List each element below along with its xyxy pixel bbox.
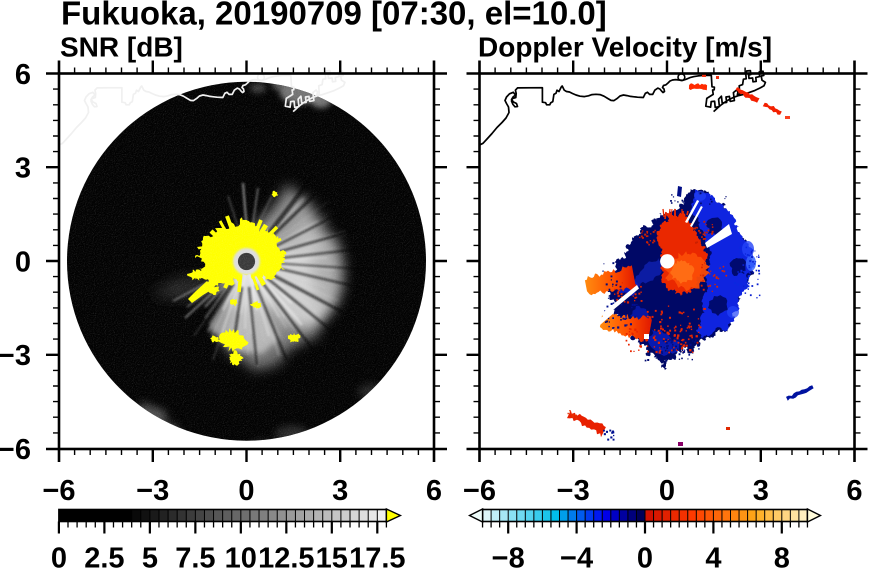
svg-text:6: 6 (846, 475, 862, 507)
svg-text:10: 10 (225, 543, 257, 570)
svg-text:0: 0 (51, 543, 67, 570)
svg-text:−3: −3 (136, 475, 169, 507)
svg-text:0: 0 (238, 475, 254, 507)
svg-text:3: 3 (753, 475, 769, 507)
svg-text:4: 4 (705, 543, 721, 570)
svg-text:−6: −6 (463, 475, 496, 507)
svg-text:12.5: 12.5 (258, 543, 314, 570)
svg-text:−6: −6 (42, 475, 75, 507)
svg-text:8: 8 (774, 543, 790, 570)
svg-text:15: 15 (316, 543, 348, 570)
svg-text:2.5: 2.5 (84, 543, 124, 570)
svg-text:−3: −3 (557, 475, 590, 507)
svg-text:7.5: 7.5 (175, 543, 215, 570)
svg-text:17.5: 17.5 (349, 543, 405, 570)
svg-text:Doppler Velocity [m/s]: Doppler Velocity [m/s] (478, 32, 772, 63)
svg-text:−4: −4 (560, 543, 593, 570)
svg-text:6: 6 (15, 59, 31, 91)
svg-text:−3: −3 (0, 340, 31, 372)
svg-text:6: 6 (426, 475, 442, 507)
svg-text:−8: −8 (492, 543, 525, 570)
svg-text:SNR [dB]: SNR [dB] (60, 32, 183, 63)
svg-text:0: 0 (15, 246, 31, 278)
svg-text:0: 0 (637, 543, 653, 570)
svg-text:Fukuoka, 20190709 [07:30, el=1: Fukuoka, 20190709 [07:30, el=10.0] (61, 0, 607, 32)
svg-text:−6: −6 (0, 434, 31, 466)
svg-text:5: 5 (142, 543, 158, 570)
svg-text:3: 3 (332, 475, 348, 507)
svg-text:0: 0 (659, 475, 675, 507)
svg-text:3: 3 (15, 153, 31, 185)
